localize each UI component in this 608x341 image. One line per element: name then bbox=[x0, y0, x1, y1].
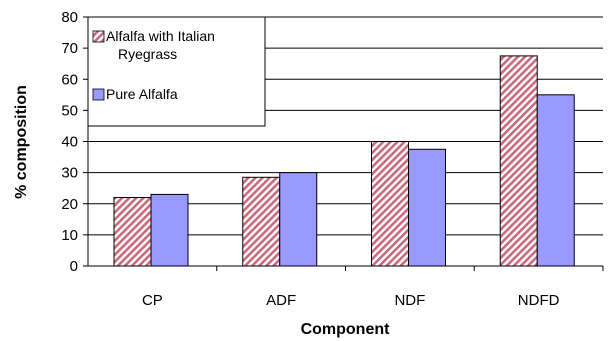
y-tick-label: 30 bbox=[61, 165, 78, 182]
y-tick-label: 70 bbox=[61, 40, 78, 57]
y-tick-labels: 0 10 20 30 40 50 60 70 80 bbox=[61, 9, 88, 275]
legend-swatch-alfalfa-ryegrass bbox=[92, 30, 105, 43]
y-axis-title: % composition bbox=[13, 85, 30, 199]
bar-cp-series-1 bbox=[113, 197, 152, 267]
bar-ndfd-series-1 bbox=[499, 55, 538, 267]
bar-adf-series-1 bbox=[242, 176, 281, 267]
bar-ndf-series-2 bbox=[408, 148, 446, 267]
y-tick-label: 10 bbox=[61, 227, 78, 244]
bars bbox=[113, 55, 575, 267]
y-tick-label: 60 bbox=[61, 71, 78, 88]
legend-label-pure-alfalfa: Pure Alfalfa bbox=[106, 86, 178, 102]
x-category-labels: CP ADF NDF NDFD bbox=[142, 292, 560, 309]
bar-cp-series-2 bbox=[150, 193, 189, 267]
legend-box bbox=[87, 16, 266, 127]
bar-adf-series-2 bbox=[279, 172, 318, 267]
legend-swatch-pure-alfalfa bbox=[92, 88, 105, 101]
x-category-label: NDF bbox=[394, 292, 425, 309]
legend-label-alfalfa-ryegrass-line1: Alfalfa with Italian bbox=[106, 28, 215, 44]
bar-ndfd-series-2 bbox=[536, 94, 575, 267]
legend-label-alfalfa-ryegrass-line2: Ryegrass bbox=[118, 46, 177, 62]
bar-ndf-series-1 bbox=[371, 141, 409, 267]
x-category-label: CP bbox=[142, 292, 163, 309]
y-tick-label: 80 bbox=[61, 9, 78, 26]
y-tick-label: 50 bbox=[61, 102, 78, 119]
y-tick-label: 20 bbox=[61, 196, 78, 213]
legend: Alfalfa with Italian Ryegrass Pure Alfal… bbox=[87, 16, 266, 127]
x-axis-title: Component bbox=[301, 321, 391, 338]
x-category-label: ADF bbox=[266, 292, 296, 309]
y-tick-label: 0 bbox=[70, 258, 78, 275]
y-tick-label: 40 bbox=[61, 134, 78, 151]
x-category-label: NDFD bbox=[518, 292, 560, 309]
